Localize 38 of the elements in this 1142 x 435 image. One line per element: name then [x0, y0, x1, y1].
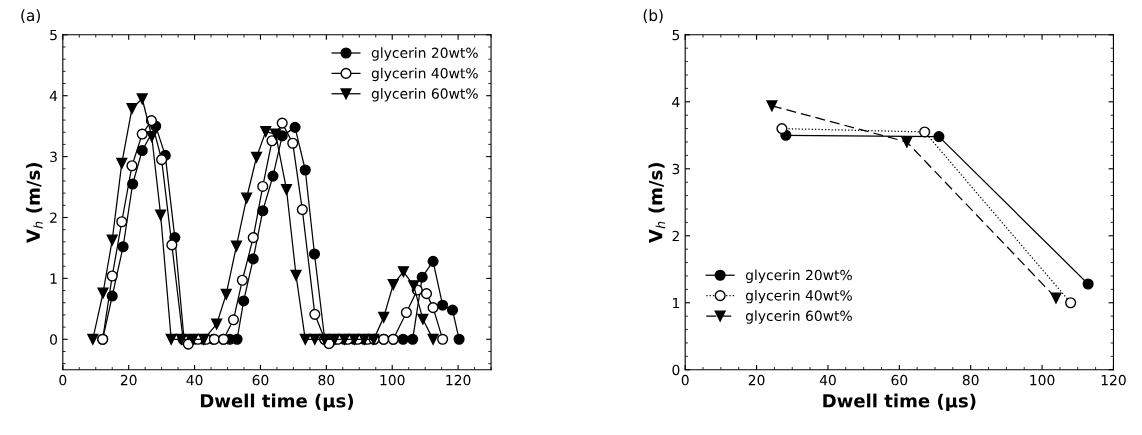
- x-tick-label: 80: [318, 374, 335, 386]
- y-tick-label: 0: [672, 364, 680, 376]
- y-tick-label: 5: [672, 29, 680, 41]
- y-tick-label: 1: [673, 297, 680, 309]
- x-tick-label: 80: [962, 374, 979, 386]
- y-tick-label: 2: [672, 230, 679, 242]
- y-axis-title: V$_{h}$ (m/s): [648, 163, 666, 243]
- x-tick-label: 0: [59, 374, 67, 386]
- x-tick-label: 20: [748, 374, 765, 386]
- chart-title: (a): [21, 9, 40, 23]
- y-tick-label: 0: [50, 334, 58, 345]
- legend-label: glycerin 20wt%: [371, 47, 478, 61]
- legend-label: glycerin 20wt%: [745, 269, 852, 283]
- y-tick-label: 4: [672, 96, 680, 108]
- y-tick-label: 2: [50, 212, 57, 223]
- x-tick-label: 20: [120, 374, 137, 386]
- x-tick-label: 100: [1030, 374, 1055, 386]
- legend-label: glycerin 60wt%: [371, 88, 478, 102]
- x-tick-label: 120: [446, 374, 471, 386]
- x-tick-label: 60: [252, 374, 269, 386]
- x-tick-label: 120: [1101, 374, 1126, 386]
- x-axis-title: Dwell time (µs): [823, 393, 976, 412]
- x-tick-label: 40: [186, 374, 203, 386]
- y-tick-label: 1: [50, 273, 57, 284]
- y-tick-label: 5: [50, 29, 57, 41]
- y-tick-label: 3: [672, 163, 680, 175]
- x-tick-label: 60: [891, 374, 908, 386]
- legend-label: glycerin 40wt%: [371, 67, 478, 82]
- y-axis-title: V$_{h}$ (m/s): [26, 163, 43, 243]
- y-tick-label: 3: [50, 151, 57, 163]
- y-tick-label: 4: [49, 90, 58, 101]
- x-tick-label: 100: [380, 374, 405, 386]
- x-tick-label: 0: [681, 374, 689, 386]
- x-tick-label: 40: [819, 374, 836, 386]
- legend-label: glycerin 60wt%: [745, 310, 852, 324]
- chart-title: (b): [643, 9, 663, 23]
- legend-label: glycerin 40wt%: [745, 289, 852, 304]
- x-axis-title: Dwell time (µs): [200, 393, 354, 412]
